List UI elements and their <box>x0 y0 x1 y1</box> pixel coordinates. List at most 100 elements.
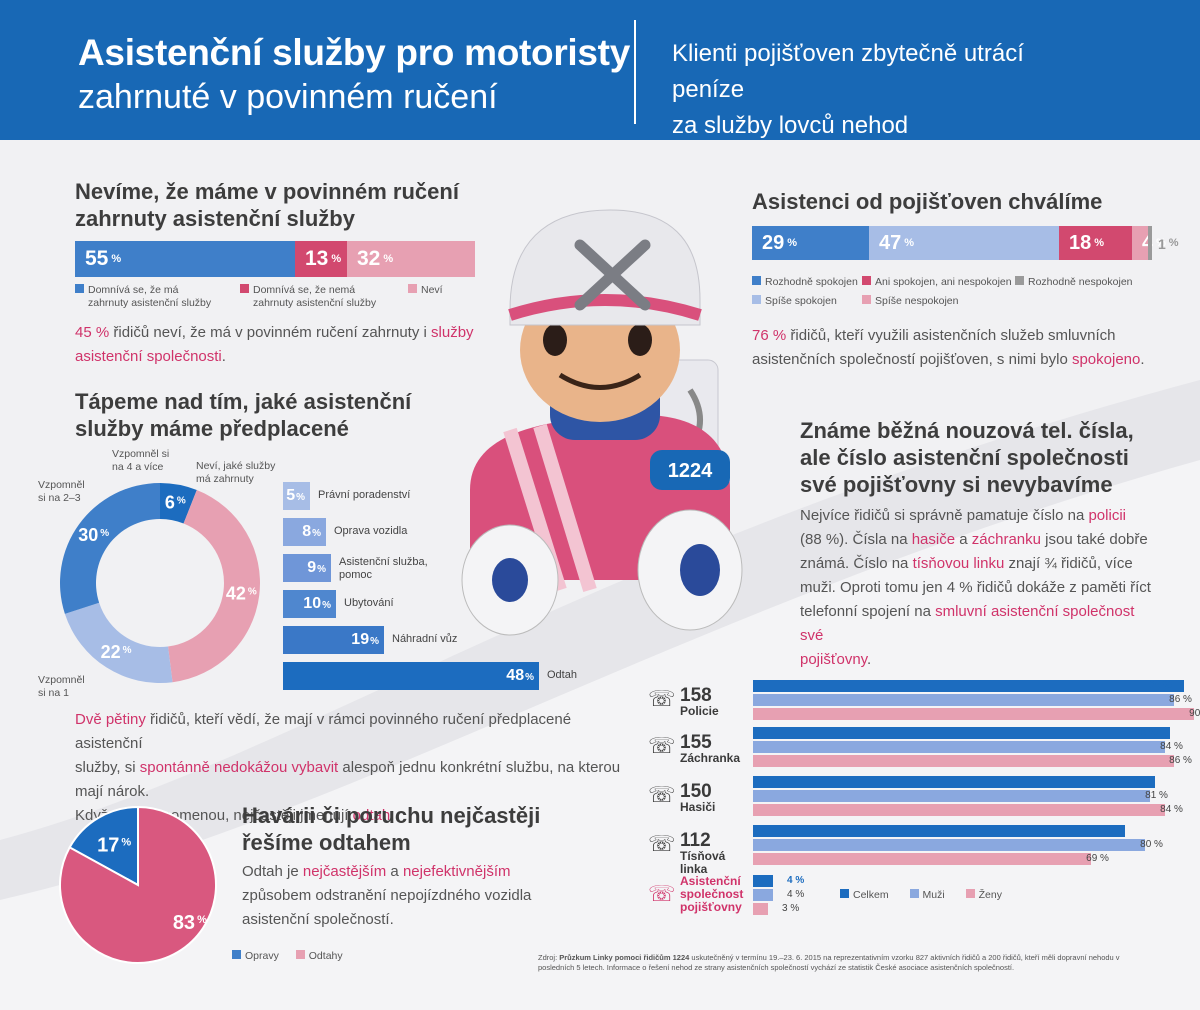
phone-number: 112 <box>680 830 711 851</box>
service-bar-value: 48 <box>506 667 525 684</box>
source-survey-name: Průzkum Linky pomoci řidičům 1224 <box>559 953 690 962</box>
donut-slice-unit: % <box>123 645 132 656</box>
section1-text: 45 % řidičů neví, že má v povinném ručen… <box>75 321 475 369</box>
phone-service-name: Záchranka <box>680 751 741 765</box>
legend-label: Celkem <box>853 889 889 901</box>
phone-bar-value: 4 % <box>787 875 805 886</box>
legend-label: Muži <box>922 889 945 901</box>
awareness-stacked-bar: 55% 13% 32% <box>75 241 475 277</box>
bar-segment <box>75 241 295 277</box>
bar-data-label: 4% <box>1142 226 1166 260</box>
text-span: znají ¾ řidičů, více <box>1004 555 1133 572</box>
section3-legend: Opravy Odtahy <box>232 950 343 963</box>
legend-label: Neví <box>421 284 443 296</box>
text-highlight: 45 % <box>75 324 110 341</box>
service-bar-value: 10 <box>303 595 322 612</box>
phone-bar <box>753 727 1170 739</box>
phone-bar <box>753 875 773 887</box>
text-highlight: tísňovou linku <box>912 555 1005 572</box>
phone-number: 158 <box>680 685 712 706</box>
text-span: způsobem odstranění nepojízdného vozidla <box>242 887 532 904</box>
tow-truck-mascot-illustration: 1224 <box>461 209 743 636</box>
phone-icon: ☏ <box>648 831 676 856</box>
service-bar-unit: % <box>312 528 321 539</box>
text-span: . <box>221 348 226 365</box>
legend-label: Rozhodně spokojen <box>765 276 858 288</box>
phone-bar <box>753 790 1150 802</box>
service-bar-unit: % <box>296 492 305 503</box>
text-span: . <box>867 651 872 668</box>
bar-data-label: 47% <box>879 226 914 260</box>
phone-bar <box>753 839 1145 851</box>
bar-segment <box>1148 226 1152 260</box>
legend-label-cont: zahrnuty asistenční služby <box>253 297 377 309</box>
service-bar: 9% <box>283 554 331 582</box>
recall-donut-chart: 6 %42 %22 %30% <box>60 483 260 683</box>
phone-icon: ☏ <box>648 881 676 906</box>
bar-value: 55 <box>85 247 109 270</box>
source-note: Zdroj: Průzkum Linky pomoci řidičům 1224… <box>538 953 1138 973</box>
service-name: Oprava vozidla <box>334 525 408 537</box>
bar-value: 4 <box>1142 232 1153 254</box>
text-span: řidičů, kteří využili asistenčních služe… <box>786 327 1116 344</box>
section2-heading-line1: Tápeme nad tím, jaké asistenční <box>75 389 412 414</box>
resolution-pie-chart: 17 %83% <box>59 805 217 964</box>
section1-heading-line1: Nevíme, že máme v povinném ručení <box>75 179 459 204</box>
phone-number-label: 158 Policie <box>680 686 752 718</box>
legend-swatch <box>295 950 305 959</box>
header-tagline-line2: za služby lovců nehod <box>672 112 909 139</box>
section4-text: 76 % řidičů, kteří využili asistenčních … <box>752 324 1152 372</box>
phone-number-label: Asistenční společnost pojišťovny <box>680 875 752 914</box>
bar-value: 1 <box>1158 236 1166 252</box>
pie-slice <box>59 805 217 964</box>
car-badge-number: 1224 <box>668 460 713 482</box>
text-highlight: pojišťovny <box>800 651 868 668</box>
header: Asistenční služby pro motoristy zahrnuté… <box>0 0 1200 140</box>
text-span: služby, si <box>75 759 140 776</box>
service-bar-value: 8 <box>302 523 312 540</box>
phone-bar-value: 81 % <box>1145 790 1168 801</box>
text-highlight: hasiče <box>911 531 956 548</box>
phone-bar-value: 84 % <box>1160 741 1183 752</box>
bar-unit: % <box>383 253 394 265</box>
legend-label-cont: zahrnuty asistenční služby <box>88 297 212 309</box>
text-span: muži. Oproti tomu jen 4 % řidičů dokáže … <box>800 579 1151 596</box>
legend-label: Domnívá se, že nemá <box>253 284 356 296</box>
bar-data-label: 55% <box>85 241 121 277</box>
section2-heading-line2: služby máme předplacené <box>75 416 349 441</box>
text-highlight: záchranku <box>971 531 1041 548</box>
donut-slice-unit: % <box>248 586 257 597</box>
bar-unit: % <box>787 237 798 249</box>
legend-item: Domnívá se, že má zahrnuty asistenční slu… <box>75 284 235 310</box>
text-span: a <box>386 863 403 880</box>
donut-label-line: Vzpomněl si <box>112 448 170 460</box>
satisfaction-stacked-bar: 29%47%18%4%1% <box>752 226 1179 260</box>
bar-segment <box>1132 226 1148 260</box>
page-subtitle: zahrnuté v povinném ručení <box>78 78 498 116</box>
source-text: uskutečněný v termínu 19.–23. 6. 2015 na… <box>538 953 1120 972</box>
legend-item: Neví <box>408 284 488 297</box>
service-name: Odtah <box>547 669 577 681</box>
section5-text: Nejvíce řidičů si správně pamatuje číslo… <box>800 504 1160 672</box>
text-span: Odtah je <box>242 863 303 880</box>
phone-bar <box>753 680 1184 692</box>
phone-bar <box>753 903 768 915</box>
donut-label-line: na 4 a více <box>112 461 164 473</box>
text-span: jsou také dobře <box>1040 531 1148 548</box>
bar-data-label: 1% <box>1158 226 1179 260</box>
phone-bar <box>753 825 1125 837</box>
bar-data-label: 13% <box>305 241 341 277</box>
section5-heading-line3: své pojišťovny si nevybavíme <box>800 472 1113 497</box>
text-highlight: odtah <box>352 807 391 824</box>
legend-label: Spíše nespokojen <box>875 295 959 307</box>
text-span: telefonní spojení na <box>800 603 936 620</box>
phone-bar-value: 88 % <box>1149 680 1172 691</box>
background-wave <box>0 380 1200 1010</box>
pie-slice-unit: % <box>197 914 207 926</box>
phone-bar <box>753 755 1174 767</box>
section3-heading-line2: řešíme odtahem <box>242 830 411 855</box>
legend-item: Rozhodně spokojen <box>752 276 858 289</box>
text-span: . <box>390 807 395 824</box>
legend-item: Spíše spokojen <box>752 295 837 308</box>
bar-segment <box>752 226 869 260</box>
